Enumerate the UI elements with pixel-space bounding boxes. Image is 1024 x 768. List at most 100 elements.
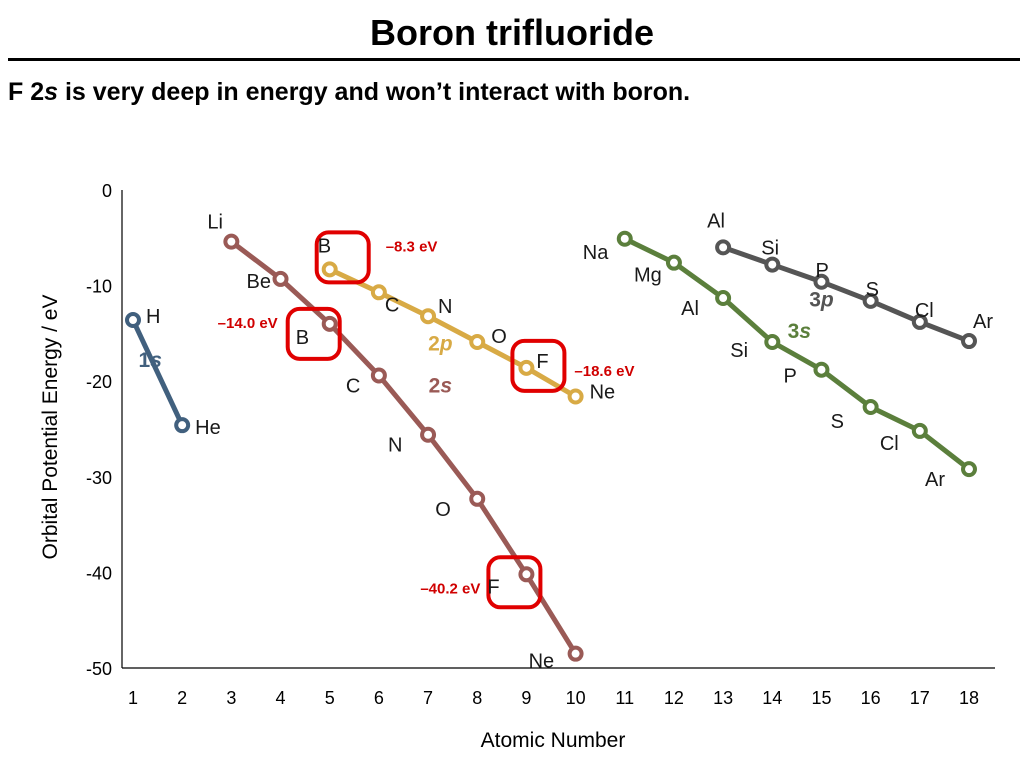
series-name-1s: 1s xyxy=(139,349,162,372)
element-label-2s: N xyxy=(388,435,402,457)
energy-annotation: –8.3 eV xyxy=(386,238,438,255)
data-point xyxy=(321,261,338,278)
x-tick-label: 4 xyxy=(276,688,286,708)
data-point xyxy=(715,290,732,307)
data-point xyxy=(174,417,191,434)
x-tick-label: 16 xyxy=(861,688,881,708)
series-line-2s xyxy=(229,239,578,655)
chart-axes xyxy=(121,190,995,669)
series-line-3s xyxy=(623,236,971,472)
element-label-3s: S xyxy=(831,411,844,433)
element-label-2s: Be xyxy=(247,271,271,293)
x-tick-label: 11 xyxy=(615,688,634,708)
series-1s xyxy=(125,312,191,434)
highlight-box-F xyxy=(486,555,543,610)
x-tick-labels: 1 2 3 4 5 6 7 8 9 10 11 12 13 14 15 16 17 18 xyxy=(128,688,979,708)
y-tick-label: -10 xyxy=(86,277,112,297)
data-point xyxy=(567,388,584,405)
data-point xyxy=(420,426,437,443)
data-point xyxy=(223,233,240,250)
x-tick-label: 1 xyxy=(128,688,138,708)
slide-subtitle: F 2s is very deep in energy and won’t in… xyxy=(8,78,690,107)
series-layer xyxy=(125,230,977,662)
data-point xyxy=(125,312,141,329)
data-point xyxy=(616,230,633,247)
element-label-3s: P xyxy=(783,366,796,388)
data-point xyxy=(272,270,289,287)
x-tick-label: 6 xyxy=(374,688,384,708)
data-point xyxy=(862,292,879,309)
data-point xyxy=(813,361,830,378)
element-label-2s: Ne xyxy=(529,651,555,673)
element-label-2p: F xyxy=(536,351,548,373)
element-label-3p: Si xyxy=(761,238,779,260)
data-point xyxy=(715,239,732,256)
data-point xyxy=(911,422,928,439)
x-tick-label: 18 xyxy=(959,688,979,708)
highlight-box-B xyxy=(285,306,342,361)
data-point xyxy=(911,313,928,330)
y-axis-title: Orbital Potential Energy / eV xyxy=(39,295,62,560)
data-point xyxy=(764,334,781,351)
title-divider xyxy=(8,58,1020,61)
data-point xyxy=(764,256,781,273)
subtitle-rest: is very deep in energy and won’t interac… xyxy=(58,78,691,106)
y-tick-label: 0 xyxy=(102,181,112,201)
element-label-3s: Mg xyxy=(634,265,662,287)
data-point xyxy=(370,367,387,384)
series-name-3s: 3s xyxy=(788,320,811,343)
y-tick-labels: 0 -10 -20 -30 -40 -50 xyxy=(86,181,112,679)
label-layer: H He Li Be B C N O F Ne B C N O F Ne Na Mg Al Si P S Cl Ar Al Si P… xyxy=(139,210,994,672)
element-label-2p: O xyxy=(491,326,507,348)
x-tick-label: 7 xyxy=(423,688,433,708)
series-2p xyxy=(321,261,584,405)
series-name-2p: 2p xyxy=(428,333,453,356)
slide-title: Boron trifluoride xyxy=(370,12,654,53)
x-tick-label: 8 xyxy=(472,688,482,708)
x-tick-label: 12 xyxy=(664,688,684,708)
y-tick-label: -30 xyxy=(86,468,112,488)
highlight-box-F xyxy=(510,338,567,393)
data-point xyxy=(813,273,830,290)
data-point xyxy=(665,254,682,271)
series-line-3p xyxy=(722,245,970,344)
element-label-2s: O xyxy=(435,499,451,521)
data-point xyxy=(862,399,879,416)
element-label-1s: H xyxy=(146,306,160,328)
series-2s xyxy=(223,233,584,662)
data-point xyxy=(420,308,437,325)
element-label-3s: Na xyxy=(583,242,609,264)
element-label-2s: F xyxy=(487,576,499,598)
element-label-2p: C xyxy=(385,294,399,316)
series-name-3p: 3p xyxy=(809,289,834,312)
energy-annotation: –18.6 eV xyxy=(574,363,634,380)
data-point xyxy=(321,315,338,332)
energy-annotation: –40.2 eV xyxy=(420,580,480,597)
x-tick-label: 9 xyxy=(521,688,531,708)
element-label-2s: C xyxy=(346,375,360,397)
element-label-3p: P xyxy=(815,260,828,282)
x-axis-title: Atomic Number xyxy=(481,729,626,752)
element-label-2p: N xyxy=(438,296,452,318)
series-3p xyxy=(715,239,977,350)
element-label-3p: S xyxy=(866,279,879,301)
x-tick-label: 2 xyxy=(177,688,187,708)
highlight-layer xyxy=(285,230,567,610)
element-label-3s: Ar xyxy=(925,469,945,491)
highlight-box-B xyxy=(314,230,371,285)
element-label-2s: Li xyxy=(207,212,223,234)
series-3s xyxy=(616,230,977,478)
x-tick-label: 15 xyxy=(811,688,831,708)
data-point xyxy=(370,284,387,301)
series-line-1s xyxy=(130,318,185,427)
data-point xyxy=(469,490,486,507)
y-tick-label: -50 xyxy=(86,659,112,679)
subtitle-prefix: F 2 xyxy=(8,78,45,106)
data-point xyxy=(518,566,535,583)
element-label-2p: B xyxy=(318,235,331,257)
element-label-2s: B xyxy=(296,327,309,349)
y-tick-label: -40 xyxy=(86,563,112,583)
x-tick-label: 14 xyxy=(762,688,782,708)
x-tick-label: 10 xyxy=(566,688,586,708)
